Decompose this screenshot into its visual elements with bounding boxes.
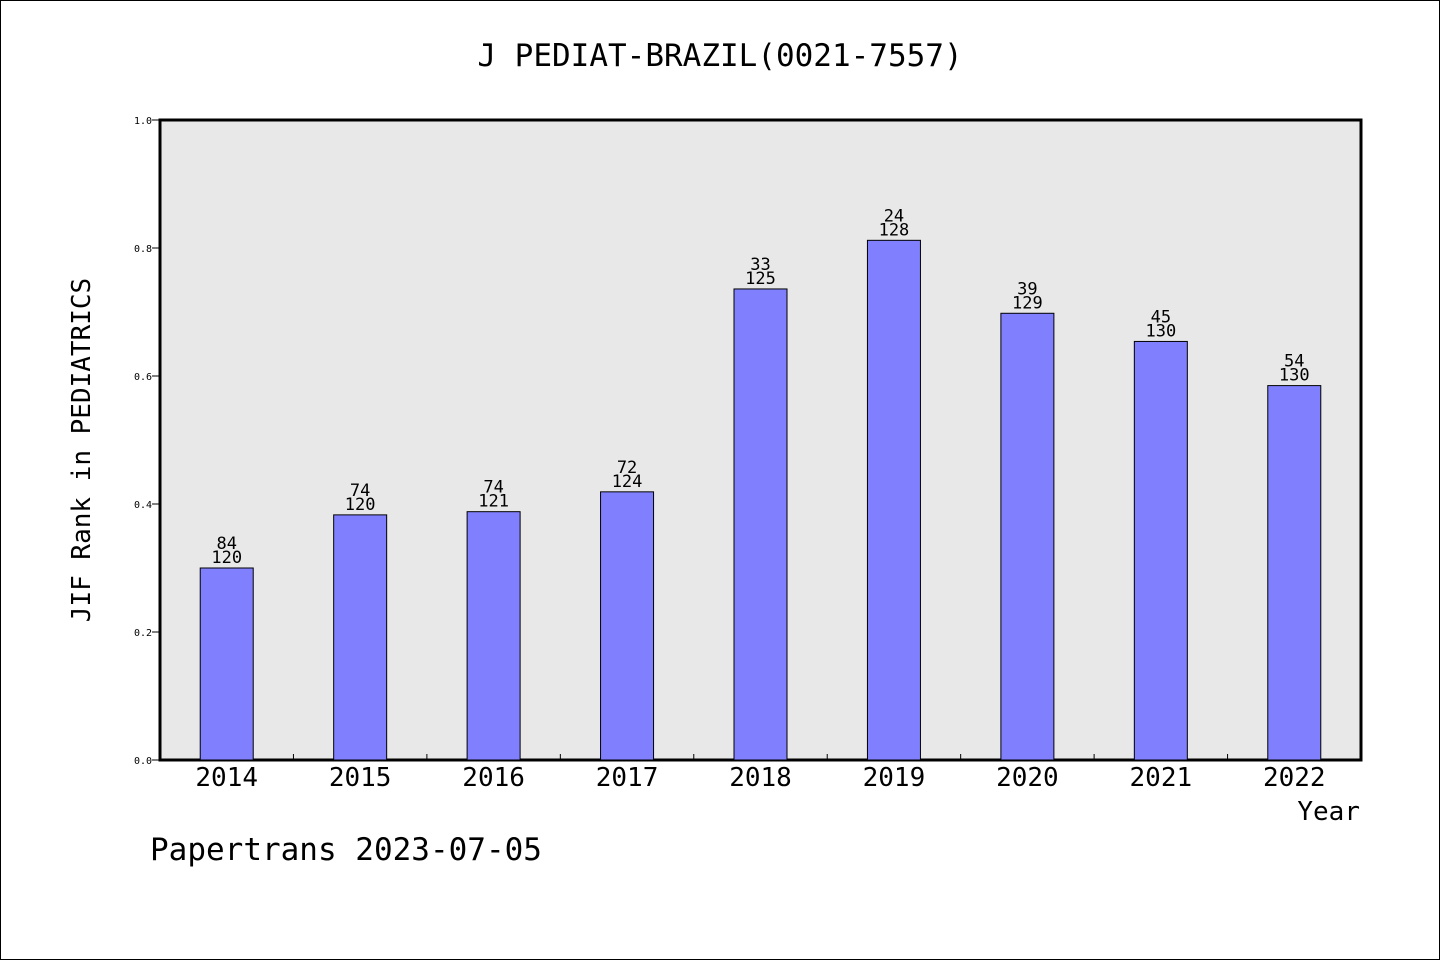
bar-label-rank: 45 bbox=[1151, 307, 1171, 327]
x-tick-label: 2022 bbox=[1263, 763, 1326, 793]
bar-label-total: 129 bbox=[1012, 293, 1043, 313]
chart-title: J PEDIAT-BRAZIL(0021-7557) bbox=[477, 38, 962, 74]
bar-2018 bbox=[733, 288, 788, 761]
x-tick-label: 2015 bbox=[329, 763, 392, 793]
y-axis-label: JIF Rank in PEDIATRICS bbox=[67, 278, 97, 622]
bar-2015 bbox=[333, 514, 388, 761]
x-tick-label: 2018 bbox=[729, 763, 792, 793]
x-tick-label: 2020 bbox=[996, 763, 1059, 793]
x-tick-label: 2016 bbox=[462, 763, 525, 793]
bar-label-rank: 74 bbox=[483, 478, 503, 498]
bar-label-total: 124 bbox=[612, 472, 643, 492]
x-tick-label: 2017 bbox=[596, 763, 659, 793]
bar-2021 bbox=[1133, 340, 1188, 761]
x-axis: 2014 2015 2016 2017 2018 2019 2020 2021 2022 bbox=[195, 754, 1326, 793]
bar-labels: 8412074120741217212433125241283912945130… bbox=[211, 206, 1309, 568]
x-tick-label: 2019 bbox=[863, 763, 926, 793]
bar-label-rank: 33 bbox=[750, 255, 770, 275]
x-tick-label: 2014 bbox=[195, 763, 258, 793]
footer-note: Papertrans 2023-07-05 bbox=[150, 832, 542, 868]
x-axis-label: Year bbox=[1297, 797, 1360, 827]
y-axis: 0.0 0.2 0.4 0.6 0.8 1.0 bbox=[134, 116, 160, 767]
bar-label-rank: 72 bbox=[617, 458, 637, 478]
y-tick-label: 1.0 bbox=[134, 116, 152, 127]
y-tick-label: 0.4 bbox=[134, 500, 152, 511]
bar-label-total: 121 bbox=[478, 492, 509, 512]
bar-label-rank: 24 bbox=[884, 206, 904, 226]
bar-label-total: 120 bbox=[211, 548, 242, 568]
bar-label-rank: 74 bbox=[350, 481, 370, 501]
bar-label-rank: 84 bbox=[216, 534, 236, 554]
y-tick-label: 0.8 bbox=[134, 244, 152, 255]
bar-label-total: 128 bbox=[879, 220, 910, 240]
bar-2022 bbox=[1267, 385, 1322, 761]
bar-label-total: 130 bbox=[1279, 366, 1310, 386]
bar-label-total: 120 bbox=[345, 495, 376, 515]
y-tick-label: 0.0 bbox=[134, 756, 152, 767]
bar-2020 bbox=[1000, 312, 1055, 761]
bar-label-rank: 54 bbox=[1284, 352, 1304, 372]
bar-2014 bbox=[199, 567, 254, 761]
bar-2017 bbox=[600, 491, 655, 761]
x-tick-label: 2021 bbox=[1130, 763, 1193, 793]
bar-label-rank: 39 bbox=[1017, 279, 1037, 299]
bar-2016 bbox=[466, 511, 521, 761]
y-tick-label: 0.6 bbox=[134, 372, 152, 383]
bars bbox=[199, 239, 1322, 761]
bar-2019 bbox=[866, 239, 921, 761]
bar-label-total: 130 bbox=[1145, 321, 1176, 341]
bar-label-total: 125 bbox=[745, 269, 776, 289]
y-tick-label: 0.2 bbox=[134, 628, 152, 639]
